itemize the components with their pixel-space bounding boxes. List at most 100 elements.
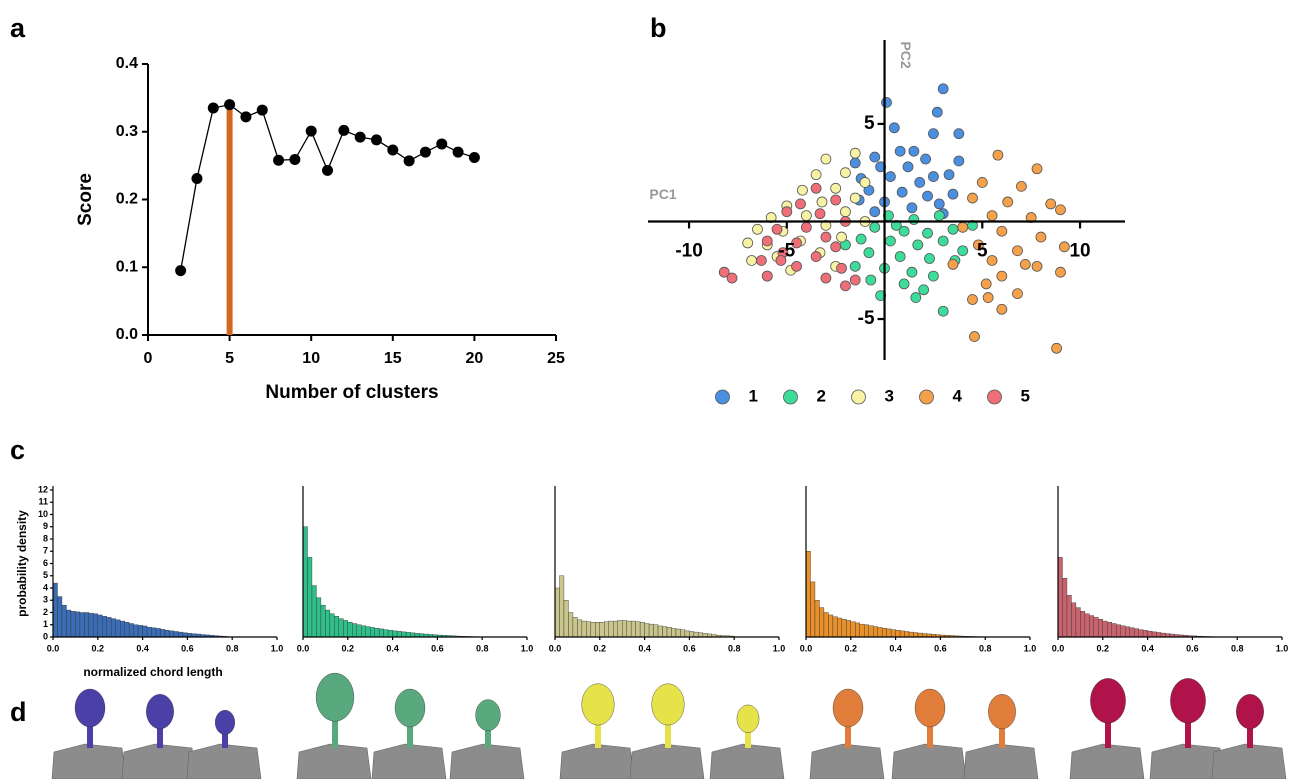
point bbox=[820, 153, 832, 165]
bar bbox=[890, 629, 896, 638]
point bbox=[468, 151, 480, 163]
point bbox=[814, 208, 826, 220]
x-tick-label: 0.4 bbox=[1141, 643, 1154, 653]
y-axis-label: Score bbox=[75, 173, 96, 226]
bar bbox=[899, 630, 905, 638]
bar bbox=[1098, 619, 1103, 638]
bar bbox=[841, 619, 847, 638]
bar bbox=[814, 600, 820, 638]
bar bbox=[1124, 626, 1130, 638]
bar bbox=[128, 623, 134, 638]
x-tick-label: 1.0 bbox=[521, 643, 534, 653]
point bbox=[207, 102, 219, 114]
x-tick-label: 1.0 bbox=[1024, 643, 1037, 653]
x-tick-label: -5 bbox=[778, 240, 795, 261]
bar bbox=[563, 600, 569, 638]
point bbox=[849, 274, 861, 286]
bar bbox=[698, 632, 704, 638]
bar bbox=[352, 623, 357, 638]
membrane bbox=[1149, 743, 1225, 779]
point bbox=[947, 258, 959, 270]
y-tick-label: 3 bbox=[43, 595, 48, 605]
point bbox=[976, 177, 988, 188]
bar bbox=[307, 557, 313, 638]
bar bbox=[102, 615, 107, 638]
bar bbox=[383, 629, 389, 638]
point bbox=[820, 272, 832, 284]
spine-neck bbox=[845, 722, 851, 748]
point bbox=[928, 270, 939, 282]
bar bbox=[913, 632, 919, 638]
spine-head bbox=[475, 699, 501, 732]
spine-neck bbox=[927, 722, 933, 748]
point bbox=[869, 206, 881, 218]
point bbox=[849, 157, 861, 169]
bar bbox=[57, 596, 63, 638]
bar bbox=[622, 620, 627, 638]
point bbox=[791, 260, 802, 272]
bar bbox=[155, 628, 161, 638]
membrane bbox=[371, 743, 447, 779]
point bbox=[1012, 288, 1023, 300]
x-tick-label: 0.8 bbox=[226, 643, 239, 653]
x-axis-label: PC1 bbox=[649, 186, 676, 202]
bar bbox=[837, 617, 843, 638]
spine-neck bbox=[1247, 724, 1253, 748]
x-tick-label: 0.2 bbox=[1097, 643, 1110, 653]
point bbox=[969, 331, 980, 342]
point bbox=[922, 190, 933, 202]
membrane bbox=[709, 743, 785, 779]
bar bbox=[895, 630, 901, 638]
bar bbox=[302, 526, 308, 638]
panel-label: d bbox=[10, 697, 27, 727]
point bbox=[191, 172, 203, 184]
point bbox=[273, 154, 285, 166]
bar bbox=[374, 627, 380, 638]
bar bbox=[559, 575, 565, 638]
panel-label: a bbox=[10, 13, 26, 43]
spine-neck bbox=[665, 719, 671, 748]
y-tick-label: 1 bbox=[43, 619, 48, 629]
point bbox=[928, 171, 939, 182]
bar bbox=[1116, 624, 1121, 638]
point bbox=[908, 145, 920, 157]
point bbox=[775, 255, 787, 266]
spine-head bbox=[146, 694, 174, 730]
bar bbox=[1138, 629, 1144, 638]
spine-head bbox=[1090, 678, 1126, 724]
bar bbox=[877, 627, 883, 638]
bar bbox=[1120, 625, 1126, 638]
bar bbox=[392, 630, 398, 638]
x-tick-label: 0.8 bbox=[476, 643, 489, 653]
point bbox=[931, 106, 943, 118]
membrane bbox=[809, 743, 885, 779]
point bbox=[953, 128, 965, 140]
spine-head bbox=[736, 704, 760, 733]
point bbox=[830, 194, 842, 206]
point bbox=[849, 192, 861, 204]
point bbox=[761, 270, 773, 282]
bar bbox=[311, 585, 317, 638]
bar bbox=[904, 631, 910, 638]
membrane bbox=[51, 743, 127, 779]
bar bbox=[554, 587, 560, 638]
x-tick-label: 5 bbox=[225, 350, 234, 367]
bar bbox=[1107, 622, 1112, 638]
point bbox=[810, 251, 822, 262]
legend-label: 1 bbox=[749, 386, 758, 405]
point bbox=[840, 206, 851, 218]
point bbox=[918, 284, 930, 296]
x-tick-label: -10 bbox=[675, 240, 702, 261]
bar bbox=[693, 631, 699, 638]
point bbox=[1051, 342, 1062, 354]
point bbox=[906, 202, 918, 214]
bar bbox=[93, 613, 98, 638]
point bbox=[937, 305, 949, 317]
legend-label: 4 bbox=[953, 386, 963, 405]
y-tick-label: 12 bbox=[38, 484, 48, 494]
point bbox=[863, 247, 875, 259]
point bbox=[1015, 180, 1027, 192]
x-tick-label: 0.2 bbox=[342, 643, 355, 653]
legend-swatch bbox=[851, 389, 866, 405]
